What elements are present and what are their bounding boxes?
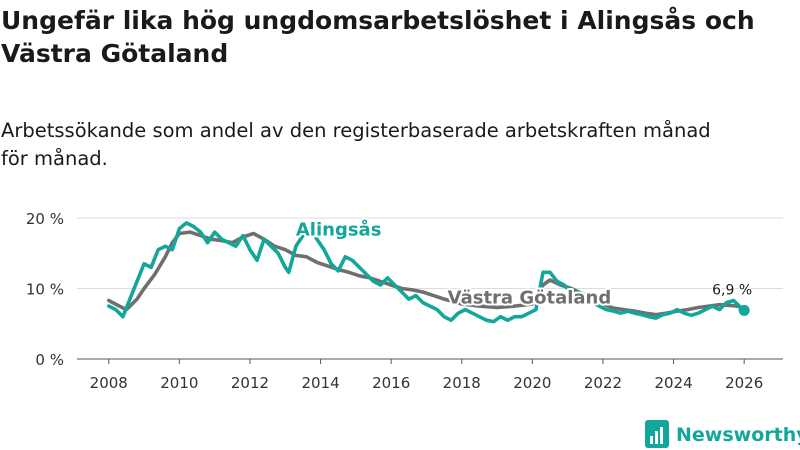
x-tick-label: 2018 — [443, 374, 481, 392]
x-tick-label: 2010 — [160, 374, 198, 392]
endpoint-marker — [738, 304, 750, 316]
chart-title-line-1: Ungefär lika hög ungdomsarbetslöshet i A… — [1, 6, 755, 35]
chart-title-line-2: Västra Götaland — [1, 39, 228, 68]
chart-subtitle-line-2: för månad. — [1, 147, 108, 170]
x-tick-label: 2022 — [584, 374, 622, 392]
x-tick-label: 2024 — [654, 374, 692, 392]
chart-subtitle-line-1: Arbetssökande som andel av den registerb… — [1, 119, 711, 142]
brand-name: Newsworthy — [676, 424, 800, 446]
y-tick-label: 10 % — [26, 281, 64, 299]
x-tick-label: 2026 — [725, 374, 763, 392]
series-line-v-stra-g-taland — [107, 230, 746, 317]
series-label: Västra Götaland — [448, 287, 612, 308]
x-tick-label: 2008 — [90, 374, 128, 392]
x-tick-label: 2012 — [231, 374, 269, 392]
series-line-alings-s — [107, 221, 746, 324]
y-tick-label: 20 % — [26, 210, 64, 228]
y-tick-label: 0 % — [35, 351, 64, 369]
x-tick-label: 2014 — [301, 374, 339, 392]
series-label: Alingsås — [296, 219, 382, 241]
brand-logo: Newsworthy — [645, 420, 800, 448]
plot-area: 0 % 10 % 20 % 2008 2010 2012 2014 2016 2018 2020 2… — [26, 210, 783, 392]
endpoint-value-label: 6,9 % — [712, 282, 752, 298]
x-tick-label: 2020 — [513, 374, 551, 392]
x-tick-label: 2016 — [372, 374, 410, 392]
